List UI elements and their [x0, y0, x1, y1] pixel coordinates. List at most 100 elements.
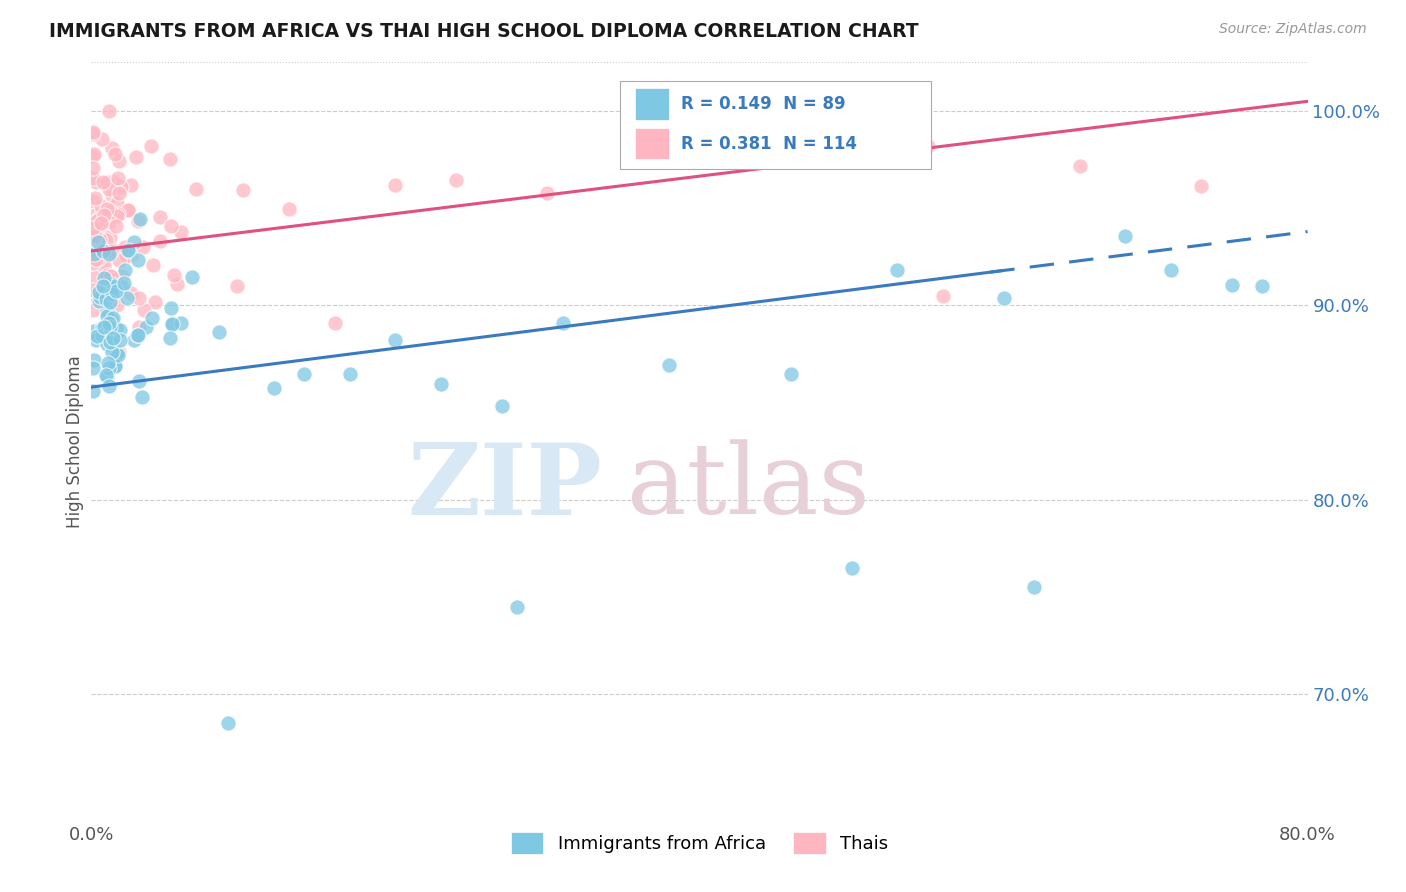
Point — [97, 103, 120, 118]
Point — [82, 283, 104, 297]
Point — [108, 154, 131, 169]
Point — [83, 219, 105, 233]
Point — [125, 150, 148, 164]
Point — [931, 289, 953, 303]
Point — [323, 316, 346, 330]
Point — [84, 334, 107, 348]
Point — [124, 235, 146, 250]
Point — [97, 322, 120, 336]
Point — [86, 328, 108, 343]
Point — [91, 244, 114, 258]
Point — [91, 282, 114, 296]
Point — [917, 139, 939, 153]
Point — [100, 312, 122, 326]
Point — [97, 274, 120, 288]
Point — [103, 243, 125, 257]
Point — [159, 331, 181, 345]
Point — [105, 219, 128, 233]
Point — [98, 247, 121, 261]
Point — [100, 269, 122, 284]
Point — [444, 173, 467, 187]
Text: ZIP: ZIP — [408, 439, 602, 535]
Point — [82, 256, 104, 270]
Point — [160, 317, 183, 331]
Point — [82, 170, 104, 185]
Point — [108, 333, 131, 347]
Point — [94, 283, 117, 297]
Point — [1114, 228, 1136, 243]
Point — [82, 360, 104, 375]
Point — [96, 303, 118, 318]
Y-axis label: High School Diploma: High School Diploma — [66, 355, 84, 528]
Point — [87, 212, 110, 227]
Point — [86, 219, 108, 234]
Point — [132, 302, 155, 317]
Point — [98, 203, 121, 218]
Point — [143, 295, 166, 310]
Point — [101, 311, 124, 326]
Point — [98, 230, 121, 244]
Point — [104, 146, 127, 161]
Point — [120, 248, 142, 262]
Point — [90, 321, 112, 335]
Point — [100, 277, 122, 291]
Point — [90, 216, 112, 230]
Point — [84, 252, 107, 266]
Point — [108, 186, 131, 200]
Point — [82, 161, 104, 175]
Point — [94, 287, 117, 301]
Point — [208, 325, 231, 339]
Point — [184, 182, 207, 196]
Point — [101, 287, 124, 301]
Point — [658, 358, 681, 372]
Point — [89, 233, 111, 247]
Point — [96, 337, 118, 351]
Point — [87, 252, 110, 266]
Point — [89, 290, 111, 304]
Point — [98, 320, 121, 334]
Text: atlas: atlas — [627, 439, 869, 535]
Point — [180, 269, 202, 284]
Point — [506, 599, 529, 614]
Point — [110, 179, 132, 194]
Point — [149, 234, 172, 248]
Text: IMMIGRANTS FROM AFRICA VS THAI HIGH SCHOOL DIPLOMA CORRELATION CHART: IMMIGRANTS FROM AFRICA VS THAI HIGH SCHO… — [49, 22, 920, 41]
Point — [536, 186, 558, 200]
Point — [97, 316, 120, 330]
Point — [96, 370, 118, 384]
Point — [384, 333, 406, 347]
Point — [131, 390, 153, 404]
Bar — [636, 88, 669, 120]
Point — [96, 309, 118, 323]
Point — [100, 174, 122, 188]
Point — [128, 319, 150, 334]
Point — [86, 214, 108, 228]
Point — [105, 284, 128, 298]
Point — [101, 279, 124, 293]
Point — [89, 293, 111, 308]
Text: R = 0.149  N = 89: R = 0.149 N = 89 — [682, 95, 846, 113]
Point — [1251, 278, 1274, 293]
Point — [82, 125, 104, 139]
Point — [125, 327, 148, 342]
Point — [117, 203, 139, 218]
Point — [118, 244, 141, 259]
Point — [120, 285, 142, 300]
Point — [98, 182, 121, 196]
Point — [886, 262, 908, 277]
Point — [105, 195, 128, 210]
Point — [84, 175, 107, 189]
Point — [97, 211, 120, 225]
Point — [135, 320, 157, 334]
Point — [117, 243, 139, 257]
Point — [122, 333, 145, 347]
Text: R = 0.381  N = 114: R = 0.381 N = 114 — [682, 135, 858, 153]
Point — [83, 324, 105, 338]
Point — [84, 250, 107, 264]
Point — [82, 302, 104, 317]
Point — [89, 226, 111, 240]
Point — [105, 346, 128, 360]
Point — [84, 269, 107, 284]
Point — [98, 215, 121, 229]
Point — [98, 295, 121, 310]
